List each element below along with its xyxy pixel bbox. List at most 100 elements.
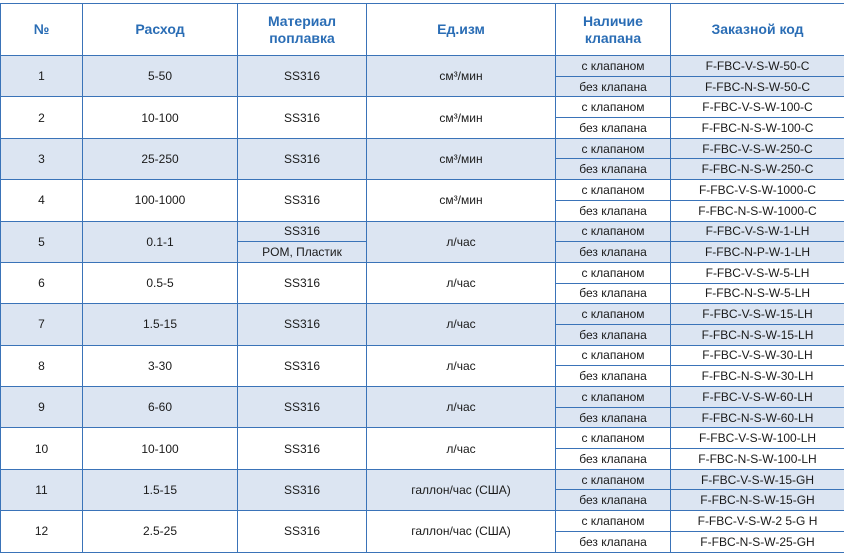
unit-cell: галлон/час (США) bbox=[366, 468, 556, 512]
table-row: 11 1.5-15 SS316 галлон/час (США) с клапаном F… bbox=[0, 468, 844, 512]
material-cell: SS316 bbox=[237, 179, 367, 222]
flow-cell: 5-50 bbox=[82, 54, 238, 98]
code-cell: F-FBC-V-S-W-15-LH bbox=[670, 303, 844, 325]
valve-cell: с клапаном bbox=[555, 386, 671, 408]
valve-cell: без клапана bbox=[555, 489, 671, 512]
table-body: 1 5-50 SS316 см³/мин с клапаном F-FBC-V-S-W-5… bbox=[0, 54, 844, 553]
code-cell: F-FBC-N-P-W-1-LH bbox=[670, 241, 844, 263]
valve-cell: с клапаном bbox=[555, 427, 671, 450]
table-row: без клапана F-FBC-N-S-W-50-C bbox=[1, 75, 844, 98]
valve-cell: без клапана bbox=[555, 323, 671, 346]
unit-cell: галлон/час (США) bbox=[366, 510, 556, 553]
unit-cell: см³/мин bbox=[366, 96, 556, 139]
valve-cell: с клапаном bbox=[555, 220, 671, 243]
table-row: 8 3-30 SS316 л/час с клапаном F-FBC-V-S-W-30-… bbox=[0, 344, 844, 388]
header-row: № Расход Материал поплавка Ед.изм Наличие кл… bbox=[0, 3, 844, 56]
flow-cell: 100-1000 bbox=[82, 179, 238, 222]
unit-cell: л/час bbox=[366, 344, 556, 388]
valve-cell: с клапаном bbox=[555, 510, 671, 532]
material-cell: SS316 bbox=[237, 344, 367, 388]
code-cell: F-FBC-N-S-W-15-LH bbox=[670, 323, 844, 346]
code-cell: F-FBC-N-S-W-60-LH bbox=[670, 406, 844, 429]
number-cell: 3 bbox=[0, 137, 83, 181]
unit-cell: л/час bbox=[366, 385, 556, 429]
flow-cell: 0.1-1 bbox=[82, 220, 238, 263]
code-cell: F-FBC-V-S-W-15-GH bbox=[670, 468, 844, 491]
flow-cell: 6-60 bbox=[82, 385, 238, 429]
header-cell: № bbox=[0, 3, 83, 56]
flow-cell: 2.5-25 bbox=[82, 510, 238, 553]
number-cell: 11 bbox=[0, 468, 83, 512]
table-row: без клапана F-FBC-N-S-W-100-LH bbox=[1, 448, 844, 470]
flow-cell: 3-30 bbox=[82, 344, 238, 388]
code-cell: F-FBC-V-S-W-2 5-G H bbox=[670, 510, 844, 532]
number-cell: 10 bbox=[0, 427, 83, 470]
code-cell: F-FBC-V-S-W-100-LH bbox=[670, 427, 844, 450]
valve-cell: с клапаном bbox=[555, 179, 671, 201]
table-row: 7 1.5-15 SS316 л/час с клапаном F-FBC-V-S-W-1… bbox=[0, 303, 844, 346]
material-cell: POM, Пластик bbox=[237, 241, 367, 263]
table-row: без клапана F-FBC-N-S-W-25-GH bbox=[1, 530, 844, 553]
valve-cell: с клапаном bbox=[555, 303, 671, 325]
material-cell: SS316 bbox=[237, 54, 367, 98]
table-row: без клапана F-FBC-N-S-W-15-GH bbox=[1, 489, 844, 512]
code-cell: F-FBC-N-S-W-100-LH bbox=[670, 448, 844, 470]
material-cell: SS316 bbox=[237, 261, 367, 305]
table-row: 9 6-60 SS316 л/час с клапаном F-FBC-V-S-W-60-… bbox=[0, 385, 844, 429]
table-row: без клапана F-FBC-N-S-W-1000-C bbox=[1, 199, 844, 222]
valve-cell: без клапана bbox=[555, 158, 671, 181]
table-row: POM, Пластик без клапана F-FBC-N-P-W-1-LH bbox=[1, 241, 844, 263]
code-cell: F-FBC-N-S-W-100-C bbox=[670, 117, 844, 139]
unit-cell: см³/мин bbox=[366, 179, 556, 222]
unit-cell: л/час bbox=[366, 220, 556, 263]
flow-cell: 1.5-15 bbox=[82, 303, 238, 346]
header-cell: Материал поплавка bbox=[237, 3, 367, 56]
code-cell: F-FBC-V-S-W-30-LH bbox=[670, 344, 844, 367]
number-cell: 1 bbox=[0, 54, 83, 98]
flow-cell: 10-100 bbox=[82, 96, 238, 139]
code-cell: F-FBC-N-S-W-15-GH bbox=[670, 489, 844, 512]
code-cell: F-FBC-N-S-W-1000-C bbox=[670, 199, 844, 222]
order-table: № Расход Материал поплавка Ед.изм Наличие кл… bbox=[0, 3, 844, 553]
number-cell: 6 bbox=[0, 261, 83, 305]
code-cell: F-FBC-V-S-W-50-C bbox=[670, 55, 844, 77]
valve-cell: с клапаном bbox=[555, 468, 671, 491]
valve-cell: без клапана bbox=[555, 199, 671, 222]
code-cell: F-FBC-V-S-W-250-C bbox=[670, 137, 844, 160]
code-cell: F-FBC-N-S-W-250-C bbox=[670, 158, 844, 181]
code-cell: F-FBC-N-S-W-30-LH bbox=[670, 365, 844, 387]
header-cell: Заказной код bbox=[670, 3, 844, 56]
table-row: без клапана F-FBC-N-S-W-30-LH bbox=[1, 365, 844, 387]
code-cell: F-FBC-N-S-W-25-GH bbox=[670, 530, 844, 553]
valve-cell: с клапаном bbox=[555, 261, 671, 284]
number-cell: 5 bbox=[0, 220, 83, 263]
header-cell: Расход bbox=[82, 3, 238, 56]
table-row: без клапана F-FBC-N-S-W-15-LH bbox=[1, 323, 844, 346]
table-row: 10 10-100 SS316 л/час с клапаном F-FBC-V-S-W-… bbox=[0, 427, 844, 470]
table-row: 12 2.5-25 SS316 галлон/час (США) с клапаном F… bbox=[0, 510, 844, 553]
flow-cell: 10-100 bbox=[82, 427, 238, 470]
unit-cell: см³/мин bbox=[366, 137, 556, 181]
flow-cell: 25-250 bbox=[82, 137, 238, 181]
valve-cell: без клапана bbox=[555, 75, 671, 98]
number-cell: 12 bbox=[0, 510, 83, 553]
material-cell: SS316 bbox=[237, 220, 367, 243]
table-row: 3 25-250 SS316 см³/мин с клапаном F-FBC-V-S-W… bbox=[0, 137, 844, 181]
material-cell: SS316 bbox=[237, 303, 367, 346]
unit-cell: л/час bbox=[366, 261, 556, 305]
material-cell: SS316 bbox=[237, 96, 367, 139]
flow-cell: 0.5-5 bbox=[82, 261, 238, 305]
valve-cell: с клапаном bbox=[555, 137, 671, 160]
material-cell: SS316 bbox=[237, 385, 367, 429]
valve-cell: с клапаном bbox=[555, 344, 671, 367]
header-cell: Ед.изм bbox=[366, 3, 556, 56]
valve-cell: с клапаном bbox=[555, 96, 671, 119]
material-cell: SS316 bbox=[237, 468, 367, 512]
code-cell: F-FBC-N-S-W-50-C bbox=[670, 75, 844, 98]
valve-cell: без клапана bbox=[555, 365, 671, 387]
code-cell: F-FBC-V-S-W-1000-C bbox=[670, 179, 844, 201]
code-cell: F-FBC-V-S-W-5-LH bbox=[670, 261, 844, 284]
valve-cell: с клапаном bbox=[555, 55, 671, 77]
header-cell: Наличие клапана bbox=[555, 3, 671, 56]
